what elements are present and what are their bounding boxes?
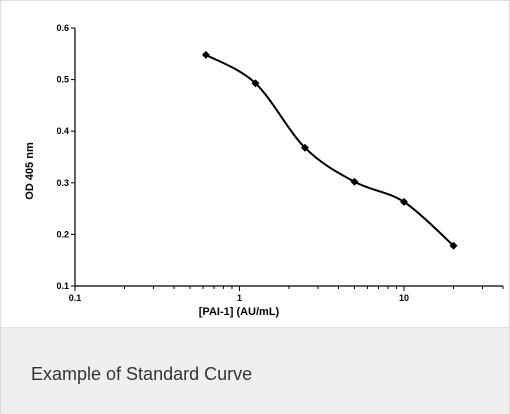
data-point-marker (350, 177, 359, 186)
y-tick-label: 0.3 (56, 178, 69, 188)
plot-area: 0.1 0.2 0.3 0.4 0.5 0.6 0.1 1 10 [PAI-1] (AU/mL)… (1, 1, 509, 327)
chart-series (201, 50, 458, 250)
y-tick-label: 0.4 (56, 126, 69, 136)
x-axis-label: [PAI-1] (AU/mL) (199, 306, 280, 318)
x-tick-label: 10 (399, 293, 409, 303)
data-point-marker (399, 197, 408, 206)
data-point-marker (201, 50, 210, 59)
series-line (205, 53, 455, 247)
x-tick-label: 0.1 (69, 293, 82, 303)
x-tick-label: 1 (237, 293, 242, 303)
chart-ticks: 0.1 0.2 0.3 0.4 0.5 0.6 0.1 1 10 (56, 23, 504, 303)
y-tick-label: 0.6 (56, 23, 69, 33)
data-point-marker (449, 241, 458, 250)
y-axis-label: OD 405 nm (24, 142, 36, 200)
chart-axes (74, 28, 503, 287)
y-tick-label: 0.2 (56, 229, 69, 239)
standard-curve-chart: 0.1 0.2 0.3 0.4 0.5 0.6 0.1 1 10 [PAI-1] (AU/mL)… (24, 23, 504, 318)
data-point-marker (251, 79, 260, 88)
y-tick-label: 0.5 (56, 75, 69, 85)
data-point-marker (300, 143, 309, 152)
caption-area: Example of Standard Curve (1, 327, 509, 414)
y-tick-label: 0.1 (56, 281, 69, 291)
figure-caption: Example of Standard Curve (31, 364, 253, 384)
